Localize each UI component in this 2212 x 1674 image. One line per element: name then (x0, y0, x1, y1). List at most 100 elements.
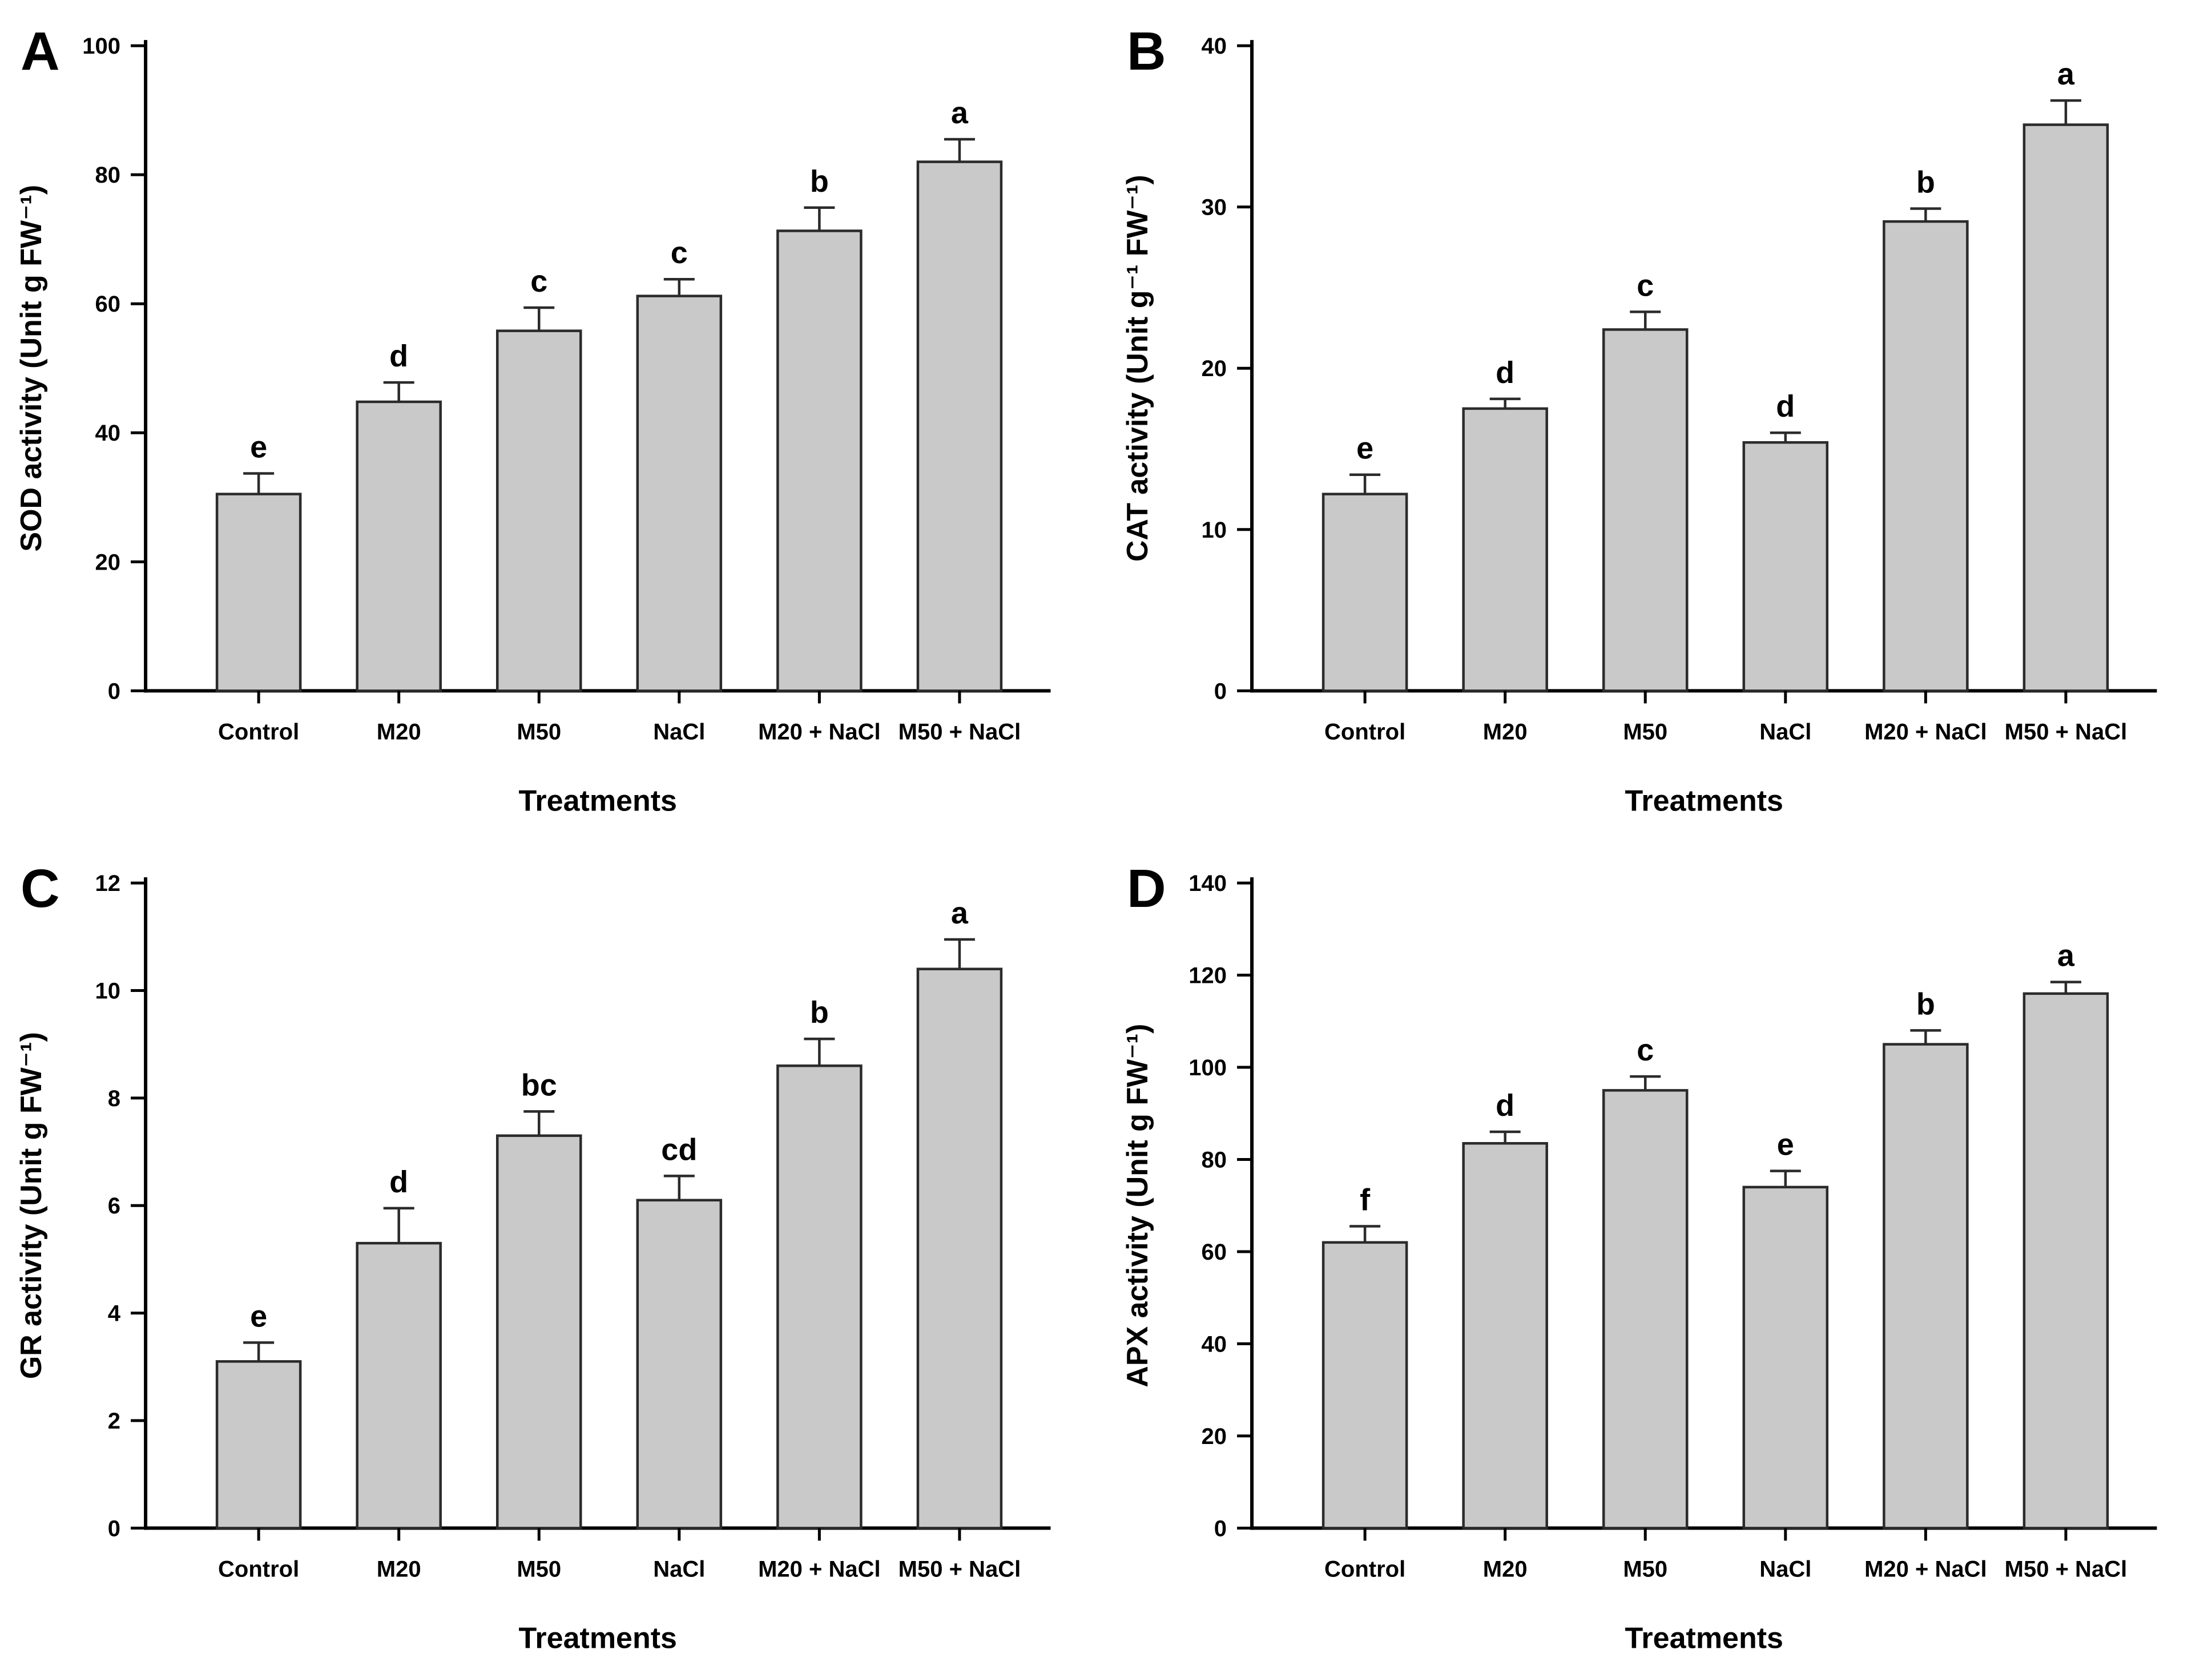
bar-M50 + NaCl (2022, 992, 2109, 1530)
bar-NaCl (1742, 441, 1828, 692)
x-tick-label: M20 + NaCl (758, 719, 881, 744)
x-tick-label: NaCl (1759, 719, 1811, 744)
significance-letter: b (810, 164, 829, 199)
y-tick-label: 60 (1201, 1239, 1227, 1264)
y-tick-label: 0 (1214, 679, 1226, 704)
y-tick-label: 40 (95, 421, 120, 446)
panel-letter: A (21, 21, 60, 82)
panel-d-apx: D APX activity (Unit g FW⁻¹) Treatments … (1106, 837, 2212, 1674)
bar-M20 + NaCl (776, 229, 863, 692)
significance-letter: d (1496, 1088, 1514, 1123)
x-tick-label: Control (1324, 1556, 1405, 1582)
bar-M50 (1602, 1088, 1689, 1530)
y-tick-label: 10 (95, 978, 120, 1003)
plot-area: 0 20 40 60 80 100 120 140 f Control d M20 c M50 e NaCl b… (1188, 871, 2157, 1582)
bar-Control (215, 493, 302, 692)
y-tick-label: 0 (108, 1516, 120, 1541)
significance-letter: d (389, 1164, 408, 1199)
significance-letter: cd (661, 1132, 697, 1167)
y-tick-label: 60 (95, 292, 120, 317)
significance-letter: d (1496, 356, 1514, 390)
panel-letter: C (21, 858, 60, 919)
y-tick-label: 80 (1201, 1147, 1227, 1172)
bar-M50 (1602, 328, 1689, 692)
x-tick-label: M20 + NaCl (1864, 719, 1987, 744)
panel-letter: B (1127, 21, 1166, 82)
significance-letter: c (1637, 268, 1654, 302)
bar-M50 (495, 1134, 582, 1530)
panel-letter: D (1127, 858, 1166, 919)
x-axis-label: Treatments (519, 1621, 677, 1655)
y-tick-label: 120 (1188, 963, 1227, 988)
significance-letter: c (530, 264, 547, 299)
significance-letter: a (2057, 57, 2074, 91)
bar-M20 + NaCl (776, 1064, 863, 1530)
y-tick-label: 140 (1188, 871, 1227, 896)
bar-M20 + NaCl (1882, 1042, 1969, 1530)
sod-activity-bar-chart: A SOD activity (Unit g FW⁻¹) Treatments … (15, 21, 1051, 817)
significance-letter: a (951, 96, 969, 130)
y-tick-label: 10 (1201, 518, 1227, 543)
significance-letter: e (250, 1299, 267, 1333)
plot-area: 0 2 4 6 8 10 12 e Control d M20 bc M50 cd NaCl b M20 + N… (95, 871, 1051, 1582)
x-tick-label: M20 + NaCl (1864, 1556, 1987, 1582)
y-tick-label: 4 (108, 1301, 121, 1326)
bar-M50 (495, 329, 582, 692)
significance-letter: e (1776, 1127, 1794, 1161)
y-tick-label: 0 (1214, 1516, 1226, 1541)
x-tick-label: M50 + NaCl (2004, 1556, 2127, 1582)
x-tick-label: NaCl (1759, 1556, 1811, 1582)
apx-activity-bar-chart: D APX activity (Unit g FW⁻¹) Treatments … (1121, 858, 2157, 1655)
y-tick-label: 20 (95, 550, 120, 575)
y-tick-label: 0 (108, 679, 120, 704)
x-tick-label: Control (218, 719, 299, 744)
x-tick-label: M20 (1482, 719, 1527, 744)
x-tick-label: M50 (1623, 719, 1667, 744)
x-tick-label: M50 (1623, 1556, 1667, 1582)
y-tick-label: 6 (108, 1193, 120, 1219)
y-tick-label: 100 (1188, 1055, 1227, 1080)
significance-letter: d (1776, 389, 1795, 423)
x-axis-label: Treatments (1625, 784, 1783, 817)
significance-letter: a (2057, 938, 2074, 973)
bar-M50 + NaCl (916, 967, 1003, 1530)
significance-letter: c (671, 236, 688, 270)
y-axis-label: GR activity (Unit g FW⁻¹) (15, 1032, 48, 1379)
bar-NaCl (636, 1199, 723, 1530)
x-tick-label: M20 (377, 719, 421, 744)
y-tick-label: 40 (1201, 1332, 1227, 1357)
x-tick-label: Control (1324, 719, 1405, 744)
plot-area: 0 10 20 30 40 e Control d M20 c M50 d NaCl b M20 + NaC… (1201, 34, 2157, 744)
x-tick-label: Control (218, 1556, 299, 1582)
y-axis-label: APX activity (Unit g FW⁻¹) (1121, 1023, 1154, 1387)
y-tick-label: 2 (108, 1408, 120, 1433)
x-tick-label: M20 (1482, 1556, 1527, 1582)
x-tick-label: M50 (517, 719, 561, 744)
y-axis-label: CAT activity (Unit g⁻¹ FW⁻¹) (1121, 175, 1154, 562)
significance-letter: e (250, 430, 267, 464)
bar-M20 (1461, 407, 1548, 692)
x-tick-label: M20 (377, 1556, 421, 1582)
significance-letter: b (810, 995, 829, 1030)
bar-M20 (1461, 1141, 1548, 1530)
y-tick-label: 20 (1201, 356, 1227, 381)
significance-letter: e (1356, 431, 1373, 466)
y-tick-label: 12 (95, 871, 120, 896)
significance-letter: bc (521, 1068, 557, 1102)
bar-NaCl (1742, 1185, 1828, 1530)
bar-M20 (356, 1241, 442, 1530)
bar-M50 + NaCl (2022, 123, 2109, 692)
x-tick-label: NaCl (653, 719, 705, 744)
y-tick-label: 80 (95, 163, 120, 188)
bar-M20 + NaCl (1882, 220, 1969, 692)
bar-M50 + NaCl (916, 160, 1003, 692)
x-axis-label: Treatments (1625, 1621, 1783, 1655)
bar-NaCl (636, 295, 723, 692)
y-tick-label: 100 (82, 34, 120, 59)
x-tick-label: M50 (517, 1556, 561, 1582)
bar-Control (215, 1360, 302, 1530)
x-tick-label: M20 + NaCl (758, 1556, 881, 1582)
panel-b-cat: B CAT activity (Unit g⁻¹ FW⁻¹) Treatment… (1106, 0, 2212, 837)
x-tick-label: M50 + NaCl (2004, 719, 2127, 744)
